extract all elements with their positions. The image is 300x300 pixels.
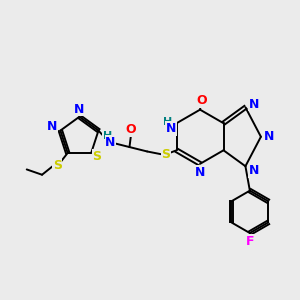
Text: H: H: [163, 117, 172, 127]
Text: N: N: [248, 98, 259, 111]
Text: N: N: [166, 122, 176, 135]
Text: S: S: [93, 150, 102, 163]
Text: S: S: [161, 148, 170, 161]
Text: F: F: [246, 235, 254, 248]
Text: N: N: [195, 166, 205, 178]
Text: N: N: [74, 103, 85, 116]
Text: S: S: [53, 159, 62, 172]
Text: N: N: [47, 120, 57, 133]
Text: N: N: [105, 136, 116, 148]
Text: O: O: [126, 123, 136, 136]
Text: H: H: [103, 131, 112, 141]
Text: O: O: [196, 94, 207, 107]
Text: N: N: [249, 164, 260, 177]
Text: N: N: [264, 130, 274, 143]
